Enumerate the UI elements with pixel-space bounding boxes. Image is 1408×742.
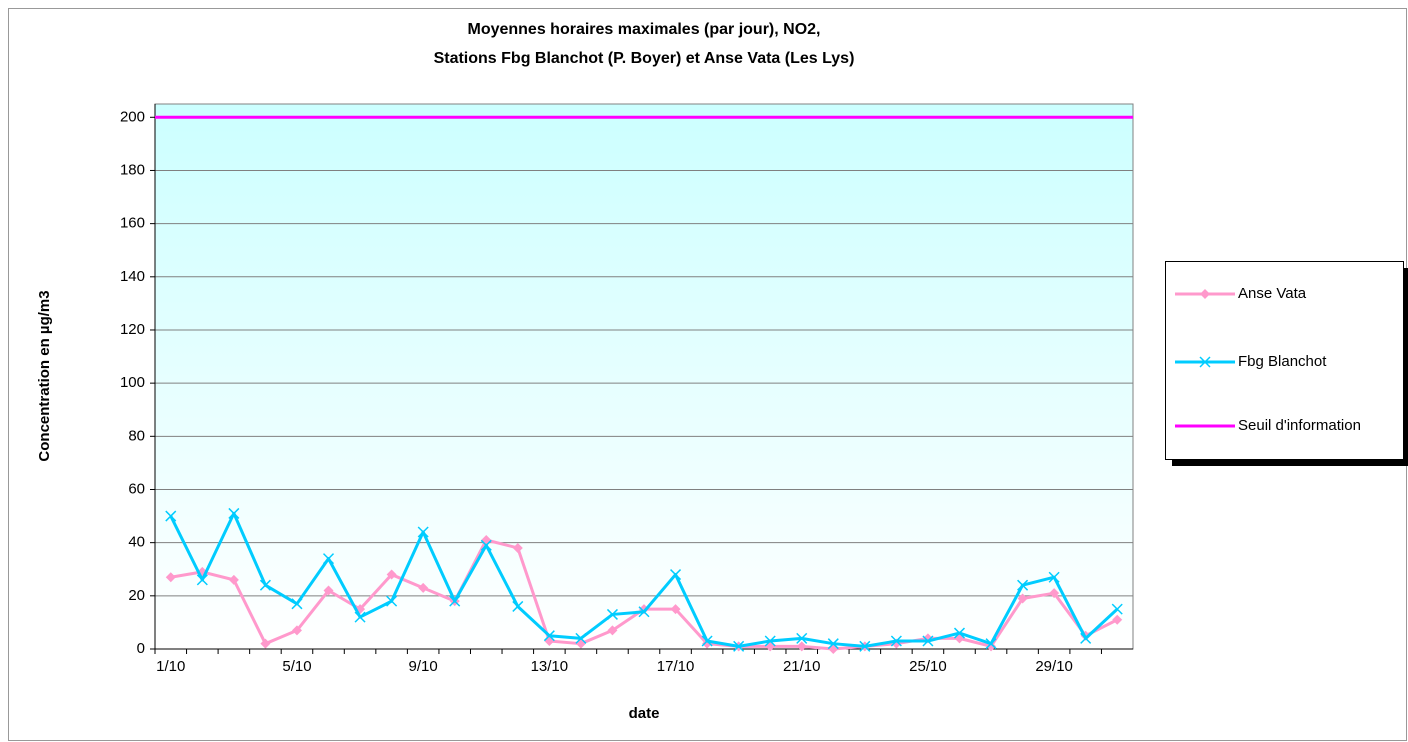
point	[1111, 603, 1123, 615]
point	[670, 604, 681, 615]
point	[1017, 579, 1029, 591]
point	[606, 608, 618, 620]
point	[323, 585, 334, 596]
point	[1080, 632, 1092, 644]
point	[827, 638, 839, 650]
point	[796, 632, 808, 644]
y-axis-title: Concentration en µg/m3	[36, 290, 53, 461]
x-tick-label: 29/10	[1035, 658, 1073, 675]
legend-label: Anse Vata	[1238, 285, 1307, 302]
chart-title: Moyennes horaires maximales (par jour), …	[467, 21, 820, 38]
x-tick-label: 21/10	[783, 658, 821, 675]
point	[859, 640, 871, 652]
y-tick-label: 160	[120, 215, 145, 232]
point	[291, 625, 302, 636]
point	[764, 635, 776, 647]
x-tick-label: 9/10	[409, 658, 438, 675]
y-tick-label: 20	[128, 587, 145, 604]
point	[165, 510, 177, 522]
x-tick-label: 17/10	[657, 658, 695, 675]
point	[386, 595, 398, 607]
point	[543, 630, 555, 642]
point	[670, 569, 682, 581]
legend-label: Fbg Blanchot	[1238, 353, 1327, 370]
point	[418, 582, 429, 593]
y-tick-label: 60	[128, 480, 145, 497]
point	[1017, 593, 1028, 604]
x-tick-label: 25/10	[909, 658, 947, 675]
point	[1199, 356, 1211, 368]
y-tick-label: 0	[137, 640, 145, 657]
point	[291, 598, 303, 610]
point	[638, 606, 650, 618]
y-tick-label: 40	[128, 534, 145, 551]
point	[417, 526, 429, 538]
y-tick-label: 180	[120, 161, 145, 178]
point	[1049, 588, 1060, 599]
point	[1112, 614, 1123, 625]
point	[196, 574, 208, 586]
point	[480, 539, 492, 551]
x-axis-title: date	[629, 705, 660, 722]
point	[260, 638, 271, 649]
y-tick-label: 80	[128, 427, 145, 444]
x-tick-label: 5/10	[282, 658, 311, 675]
point	[165, 572, 176, 583]
point	[512, 542, 523, 553]
point	[1048, 571, 1060, 583]
point	[796, 641, 807, 652]
point	[1200, 289, 1210, 299]
x-tick-label: 13/10	[531, 658, 569, 675]
plot-area	[154, 103, 1134, 650]
point	[386, 569, 397, 580]
point	[228, 574, 239, 585]
x-tick-label: 1/10	[156, 658, 185, 675]
point	[449, 595, 461, 607]
y-tick-label: 120	[120, 321, 145, 338]
point	[953, 627, 966, 639]
point	[322, 553, 335, 565]
point	[890, 635, 902, 647]
point	[354, 611, 366, 623]
y-tick-label: 140	[120, 268, 145, 285]
point	[922, 635, 934, 647]
y-tick-label: 100	[120, 374, 145, 391]
point	[228, 507, 240, 519]
chart-title: Stations Fbg Blanchot (P. Boyer) et Anse…	[434, 50, 855, 67]
point	[985, 638, 997, 650]
point	[575, 632, 587, 644]
point	[701, 635, 713, 647]
y-tick-label: 200	[120, 108, 145, 125]
point	[259, 579, 271, 591]
point	[512, 600, 524, 612]
point	[607, 625, 618, 636]
point	[733, 640, 745, 652]
legend-label: Seuil d'information	[1238, 417, 1361, 434]
